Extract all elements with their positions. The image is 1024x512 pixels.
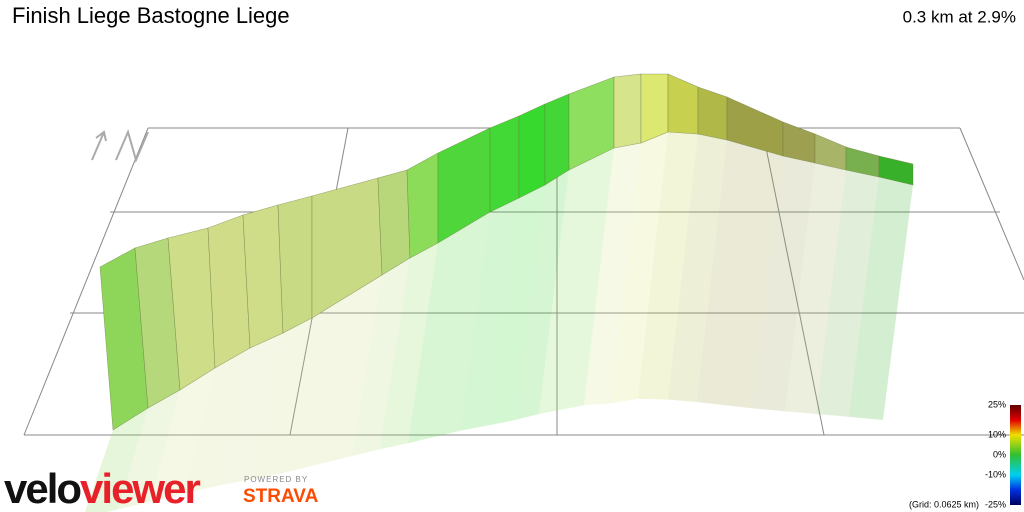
shadow-segment [489,185,545,426]
shadow-segment [539,148,614,414]
ribbon-segment [697,86,728,141]
shadow-segment [380,243,438,450]
shadow-segment [611,132,668,404]
north-arrow [91,129,149,163]
logo-part: viewer [80,465,200,512]
ribbon-segment [242,204,284,349]
shadow-segment [849,177,913,420]
ribbon-segment [277,195,313,334]
profile-ribbon [99,73,914,431]
shadow-segment [515,170,569,420]
ribbon-segment [518,103,546,199]
shadow-segment [785,163,846,414]
shadow-segment [185,348,250,494]
grid-note: (Grid: 0.0625 km) [909,499,979,509]
shadow-segment [460,198,519,431]
shadow-segment [753,156,815,412]
shadow-segment [85,408,148,512]
legend-label: 10% [988,429,1006,439]
shadow [85,132,913,512]
legend: 25% 10% 0% -10% -25% (Grid: 0.0625 km) [909,399,1006,509]
legend-label: 0% [993,449,1006,459]
shadow-segment [352,258,410,456]
ribbon-segment [878,155,914,186]
powered-by: POWERED BY [244,475,308,484]
ribbon-segment [613,73,642,149]
ribbon-segment [489,115,520,213]
gradient-scale [1010,405,1021,505]
shadow-segment [118,390,180,510]
shadow-segment [697,140,783,409]
shadow-segment [638,132,698,400]
shadow-segment [584,143,641,406]
shadow-segment [220,333,283,486]
ribbon-segment [207,214,251,369]
legend-label: 25% [988,399,1006,409]
legend-label: -25% [985,499,1006,509]
ribbon-segment [406,152,439,259]
legend-label: -10% [985,469,1006,479]
shadow-segment [816,170,879,417]
ribbon-segment [377,169,411,276]
summary: 0.3 km at 2.9% [903,7,1016,26]
strava-logo: STRAVA [243,486,319,507]
shadow-segment [408,212,490,444]
shadow-segment [668,134,727,402]
logo-part: velo [4,465,81,512]
title: Finish Liege Bastogne Liege [12,3,290,28]
ribbon-segment [667,73,699,135]
shadow-segment [253,318,312,480]
shadow-segment [282,275,382,474]
shadow-segment [150,368,215,502]
ribbon-segment [640,73,669,144]
logo: veloviewer [4,465,200,512]
ribbon-segment [544,93,570,186]
